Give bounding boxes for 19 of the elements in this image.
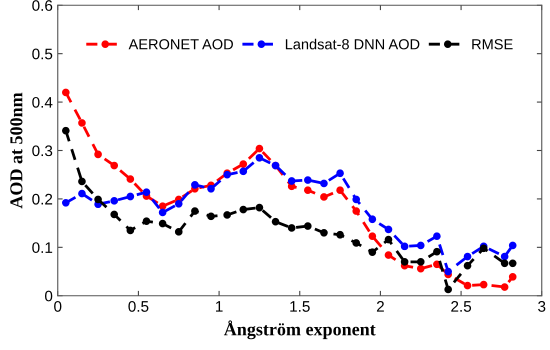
- y-tick-label: 0.5: [32, 48, 52, 60]
- legend-label: RMSE: [472, 39, 513, 50]
- y-tick-label: 0.6: [32, 0, 52, 11]
- y-tick-label: 0.2: [32, 194, 52, 205]
- x-tick-label: 0: [54, 301, 62, 312]
- x-axis-title: Ångström exponent: [224, 320, 376, 340]
- legend-label: Landsat-8 DNN AOD: [286, 38, 420, 50]
- y-tick-label: 0.3: [32, 145, 52, 156]
- legend-label: AERONET AOD: [128, 39, 233, 50]
- x-tick-label: 2: [376, 301, 384, 312]
- y-tick-label: 0: [44, 290, 52, 302]
- x-tick-label: 0.5: [128, 301, 148, 312]
- x-tick-label: 1.5: [290, 301, 310, 312]
- x-tick-label: 2.5: [451, 301, 472, 312]
- y-tick-label: 0.4: [32, 96, 52, 108]
- y-axis-title: AOD at 500nm: [10, 92, 22, 208]
- x-tick-label: 1: [216, 301, 223, 312]
- x-tick-label: 3: [538, 301, 546, 312]
- y-tick-label: 0.1: [32, 242, 52, 254]
